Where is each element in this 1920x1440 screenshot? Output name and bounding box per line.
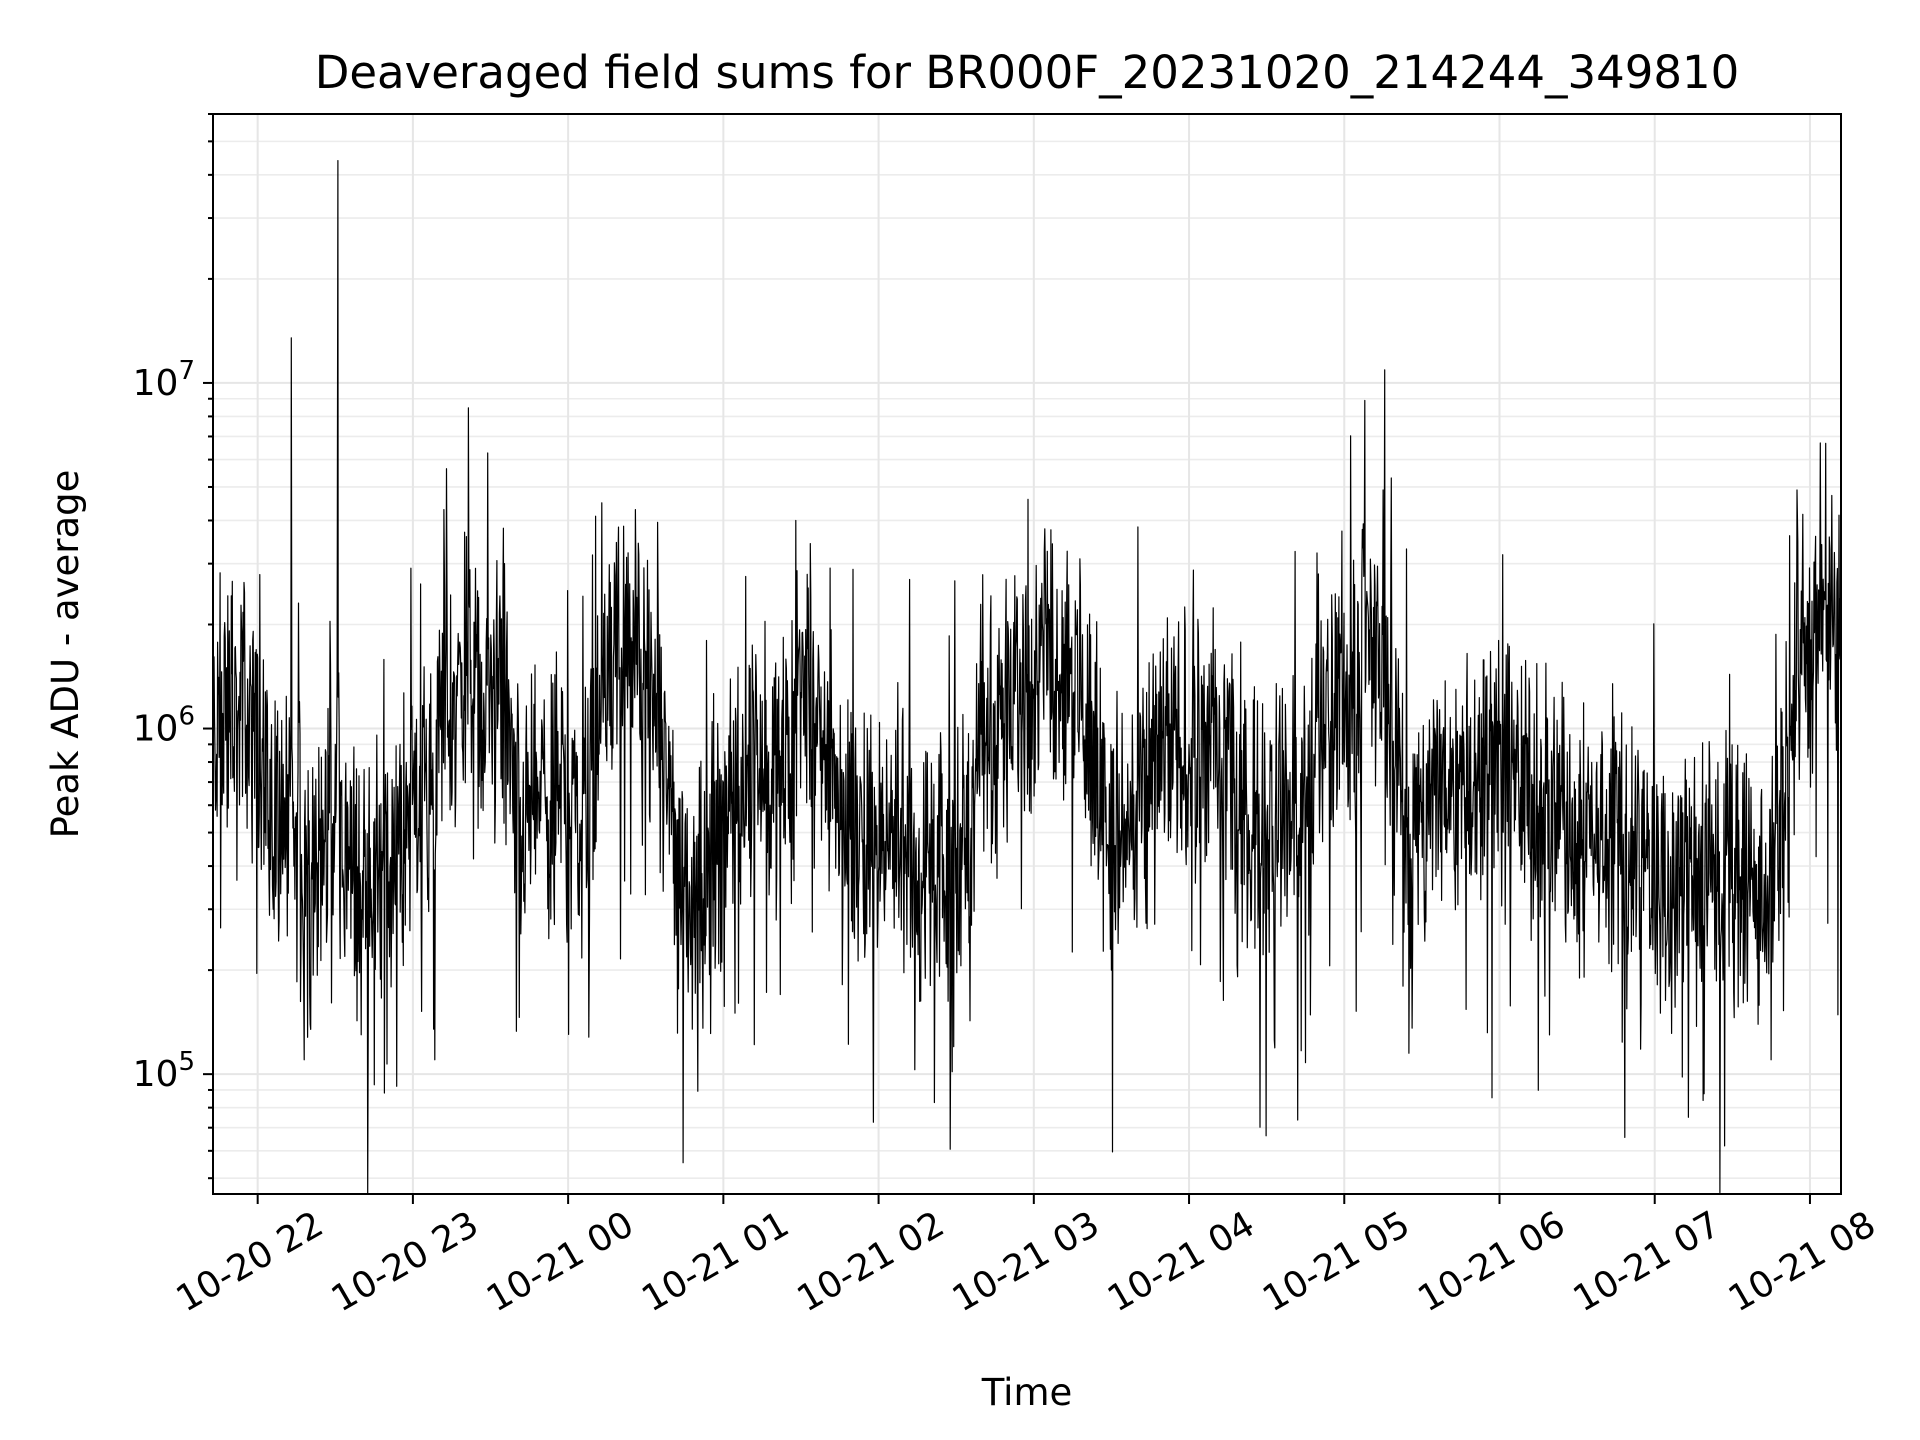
- chart-title: Deaveraged field sums for BR000F_2023102…: [315, 46, 1740, 99]
- x-axis-label: Time: [981, 1371, 1073, 1414]
- y-axis-label: Peak ADU - average: [44, 470, 87, 839]
- y-tick-label: 106: [133, 702, 195, 750]
- plot-area-frame: [212, 113, 1842, 1195]
- y-tick-label: 105: [133, 1047, 195, 1095]
- y-tick-label: 107: [133, 356, 195, 404]
- series-line: [212, 160, 1842, 1195]
- series-layer: [212, 160, 1842, 1195]
